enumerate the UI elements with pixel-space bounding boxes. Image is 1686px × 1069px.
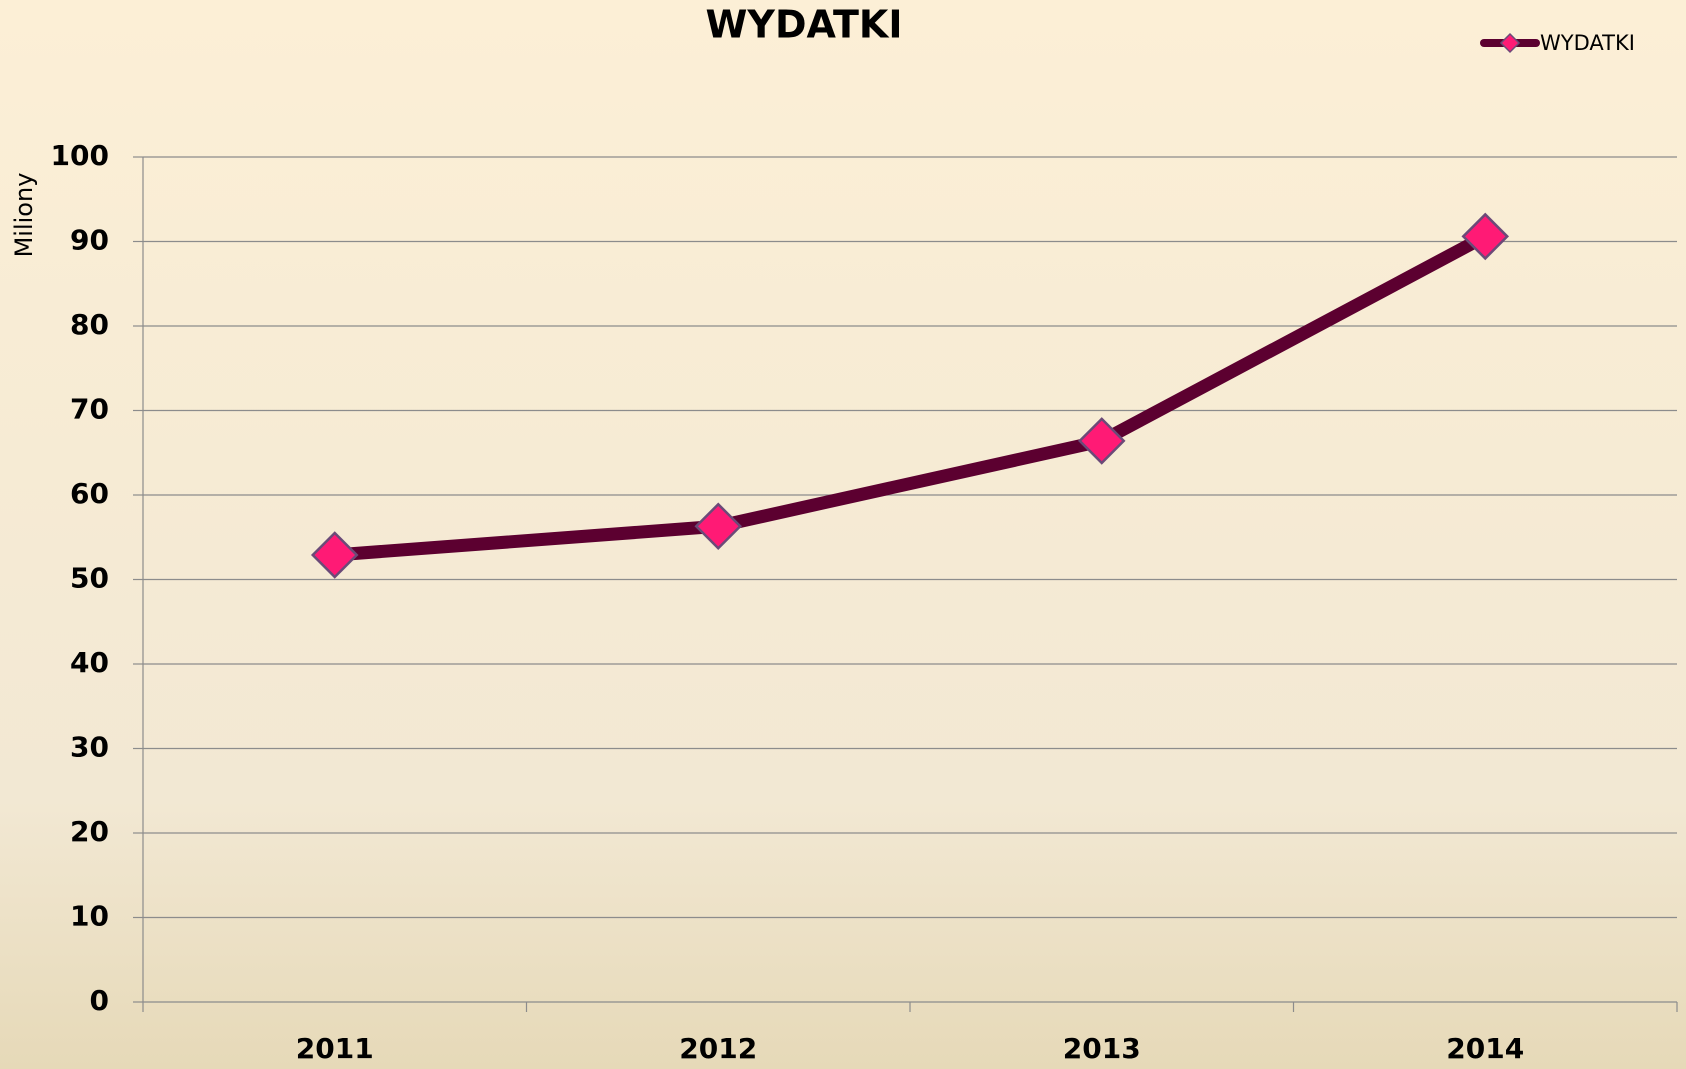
y-tick-label: 80: [70, 308, 109, 341]
data-marker: [694, 502, 743, 551]
y-tick-label: 60: [70, 477, 109, 510]
x-tick-label: 2011: [296, 1032, 374, 1065]
y-tick-label: 0: [90, 984, 109, 1017]
y-tick-label: 30: [70, 731, 109, 764]
y-tick-label: 100: [51, 139, 109, 172]
y-tick-label: 10: [70, 900, 109, 933]
chart-title: WYDATKI: [706, 3, 903, 47]
y-tick-label: 20: [70, 815, 109, 848]
data-marker: [1461, 212, 1510, 261]
legend-label: WYDATKI: [1540, 31, 1635, 55]
x-tick-label: 2013: [1063, 1032, 1141, 1065]
y-tick-label: 90: [70, 224, 109, 257]
y-tick-label: 70: [70, 393, 109, 426]
data-line: [328, 229, 1492, 562]
data-marker: [310, 531, 359, 579]
x-tick-label: 2012: [679, 1032, 757, 1065]
x-tick-label: 2014: [1446, 1032, 1524, 1065]
y-tick-label: 50: [70, 562, 109, 595]
legend-marker: [1499, 32, 1521, 54]
y-axis-label: Miliony: [10, 173, 38, 258]
data-marker: [1077, 417, 1126, 465]
y-tick-label: 40: [70, 646, 109, 679]
